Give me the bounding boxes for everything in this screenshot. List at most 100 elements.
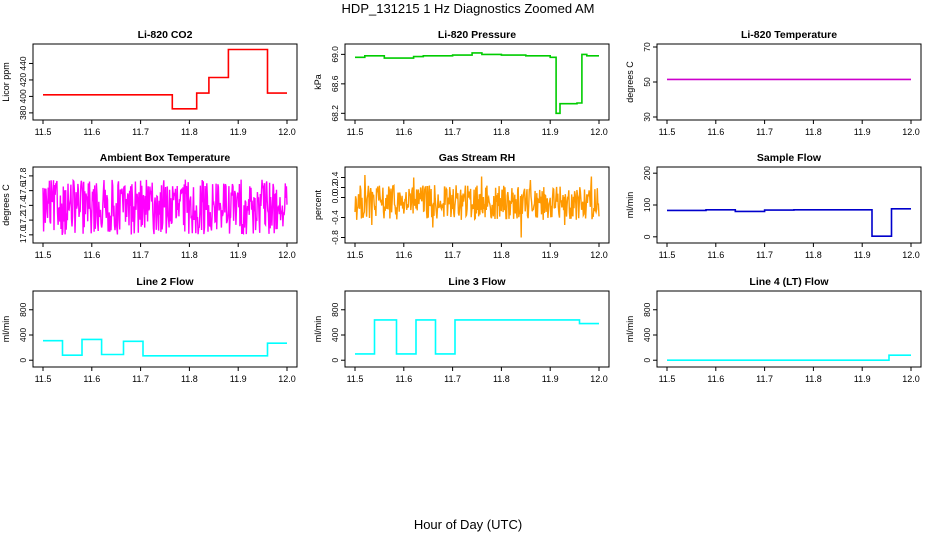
x-tick-label: 12.0: [902, 250, 920, 260]
x-tick-label: 11.8: [493, 374, 510, 384]
y-tick-label: 68.2: [330, 105, 340, 122]
y-axis-label: ml/min: [625, 316, 635, 343]
y-tick-label: 440: [18, 56, 28, 70]
plot-frame: [32, 43, 298, 121]
x-tick-label: 12.0: [278, 374, 296, 384]
series-line: [667, 208, 911, 237]
plot-frame: [344, 166, 610, 244]
y-tick-label: 50: [642, 77, 652, 87]
x-tick-label: 11.8: [805, 250, 822, 260]
x-tick-label: 11.5: [347, 127, 364, 137]
plot-frame: [656, 166, 922, 244]
panel-3: Li-820 Temperature degrees C 11.5 11.6 11.7 1…: [625, 29, 922, 137]
x-tick-label: 11.5: [35, 374, 52, 384]
x-tick-label: 11.6: [395, 127, 412, 137]
x-tick-label: 11.8: [805, 374, 822, 384]
x-tick-label: 11.6: [83, 374, 100, 384]
x-tick-label: 12.0: [590, 127, 608, 137]
x-tick-label: 11.6: [707, 250, 724, 260]
series-line: [43, 338, 287, 357]
y-tick-label: 0.2: [330, 181, 340, 193]
x-tick-label: 11.5: [347, 250, 364, 260]
y-tick-label: 0.0: [330, 191, 340, 203]
y-tick-label: 420: [18, 73, 28, 87]
panel-title: Line 2 Flow: [136, 276, 194, 288]
x-tick-label: 12.0: [902, 127, 920, 137]
y-axis-label: kPa: [313, 74, 323, 90]
x-tick-label: 11.7: [756, 374, 773, 384]
y-tick-label: 400: [330, 328, 340, 342]
series-line: [43, 48, 287, 110]
y-tick-label: 0: [642, 234, 652, 239]
x-tick-label: 11.5: [659, 127, 676, 137]
x-tick-label: 11.5: [659, 250, 676, 260]
y-tick-label: 0: [330, 358, 340, 363]
y-tick-label: 400: [642, 328, 652, 342]
x-tick-label: 11.6: [707, 374, 724, 384]
x-tick-label: 11.5: [35, 127, 52, 137]
panel-5: Gas Stream RH percent 11.5 11.6 11.7 11.8 11.9…: [313, 152, 610, 260]
panel-6: Sample Flow ml/min 11.5 11.6 11.7 11.8 11.9 12.…: [625, 152, 922, 260]
x-tick-label: 12.0: [278, 127, 296, 137]
x-tick-label: 11.9: [230, 250, 247, 260]
x-tick-label: 11.8: [181, 127, 198, 137]
y-tick-label: -0.8: [330, 230, 340, 245]
panel-title: Li-820 CO2: [138, 29, 193, 41]
series-line: [354, 174, 600, 238]
panel-2: Li-820 Pressure kPa 11.5 11.6 11.7 11.8 11.9 12…: [313, 29, 610, 137]
series-line: [42, 178, 288, 235]
x-tick-label: 11.8: [181, 250, 198, 260]
y-tick-label: 69.0: [330, 46, 340, 63]
x-tick-label: 11.5: [659, 374, 676, 384]
x-tick-label: 11.7: [132, 374, 149, 384]
x-tick-label: 11.7: [444, 127, 461, 137]
plot-frame: [656, 290, 922, 368]
x-tick-label: 11.9: [854, 250, 871, 260]
plot-frame: [344, 290, 610, 368]
plot-frame: [32, 290, 298, 368]
panel-7: Line 2 Flow ml/min 11.5 11.6 11.7 11.8 11.9 12.…: [1, 276, 298, 384]
x-tick-label: 11.8: [805, 127, 822, 137]
y-axis-label: ml/min: [1, 316, 11, 343]
x-axis-title: Hour of Day (UTC): [413, 517, 523, 532]
x-tick-label: 11.7: [756, 127, 773, 137]
y-tick-label: 17.4: [18, 197, 28, 214]
x-tick-label: 11.8: [493, 250, 510, 260]
x-tick-label: 11.9: [854, 127, 871, 137]
x-tick-label: 11.7: [132, 250, 149, 260]
y-tick-label: 17.0: [18, 226, 28, 243]
y-tick-label: 400: [18, 328, 28, 342]
y-tick-label: 200: [642, 166, 652, 180]
x-tick-label: 12.0: [278, 250, 296, 260]
x-tick-label: 11.6: [707, 127, 724, 137]
y-tick-label: 0.4: [330, 171, 340, 183]
x-tick-label: 11.6: [83, 250, 100, 260]
y-tick-label: 17.6: [18, 182, 28, 199]
panel-title: Ambient Box Temperature: [100, 152, 231, 164]
panel-title: Line 4 (LT) Flow: [749, 276, 829, 288]
panel-title: Sample Flow: [757, 152, 822, 164]
x-tick-label: 11.9: [542, 374, 559, 384]
y-tick-label: 800: [18, 302, 28, 316]
x-tick-label: 11.9: [542, 250, 559, 260]
panel-4: Ambient Box Temperature degrees C 11.5 11.6…: [1, 152, 298, 260]
y-axis-label: Licor ppm: [1, 62, 11, 102]
x-tick-label: 12.0: [590, 374, 608, 384]
y-axis-label: degrees C: [1, 184, 11, 226]
x-tick-label: 11.5: [347, 374, 364, 384]
y-tick-label: 17.2: [18, 212, 28, 229]
x-tick-label: 11.7: [756, 250, 773, 260]
y-tick-label: 800: [642, 302, 652, 316]
plot-frame: [344, 43, 610, 121]
y-tick-label: 380: [18, 106, 28, 120]
panel-9: Line 4 (LT) Flow ml/min 11.5 11.6 11.7 11.8 11…: [625, 276, 922, 384]
y-axis-label: ml/min: [313, 316, 323, 343]
y-tick-label: 800: [330, 302, 340, 316]
panel-title: Line 3 Flow: [448, 276, 506, 288]
panel-title: Gas Stream RH: [439, 152, 515, 164]
x-tick-label: 11.6: [395, 374, 412, 384]
y-axis-label: percent: [313, 189, 323, 220]
panel-title: Li-820 Temperature: [741, 29, 837, 41]
x-tick-label: 12.0: [902, 374, 920, 384]
